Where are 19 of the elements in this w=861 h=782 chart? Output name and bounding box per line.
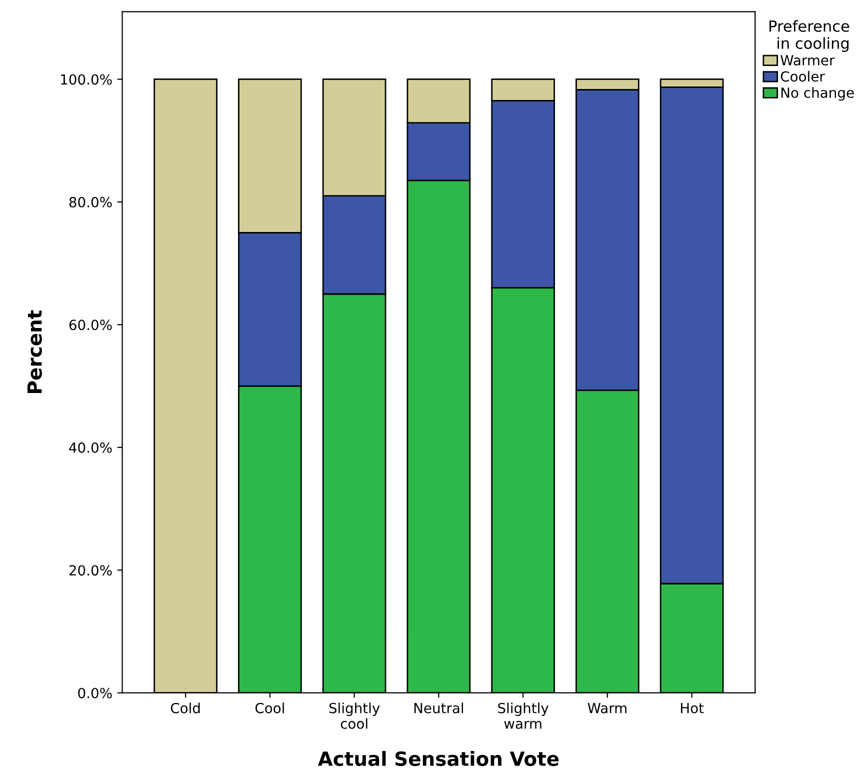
x-tick-label: Cool (255, 702, 284, 714)
y-tick-label: 60.0% (69, 320, 112, 330)
legend-title: Preference in cooling (770, 20, 850, 52)
x-tick-label: Neutral (414, 702, 464, 714)
x-axis-title: Actual Sensation Vote (318, 751, 559, 766)
y-tick-label: 100.0% (61, 74, 112, 85)
x-tick-label: Slightly warm (498, 702, 548, 729)
x-tick-label: Cold (170, 702, 200, 714)
x-tick-label: Slightly cool (329, 702, 380, 729)
legend-label: No change (781, 87, 854, 101)
y-tick-label: 0.0% (78, 688, 112, 698)
y-axis-title: Percent (27, 310, 42, 393)
y-tick-label: 20.0% (69, 565, 112, 576)
legend-label: Cooler (780, 70, 825, 82)
y-tick-label: 40.0% (69, 442, 112, 453)
y-tick-label: 80.0% (69, 196, 112, 208)
x-tick-label: Warm (588, 703, 626, 714)
x-tick-label: Hot (680, 703, 704, 714)
legend-label: Warmer (780, 55, 835, 66)
